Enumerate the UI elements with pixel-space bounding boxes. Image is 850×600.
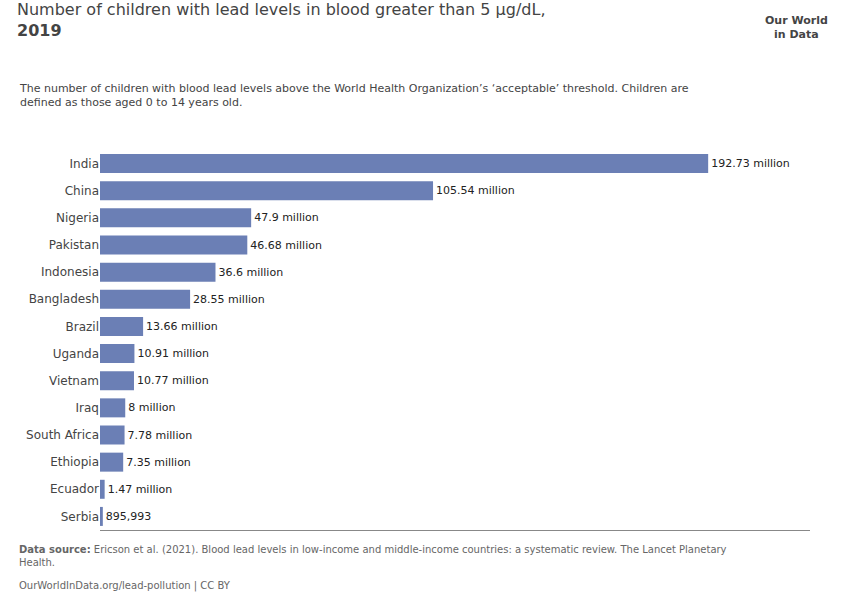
svg-text:36.6 million: 36.6 million: [218, 266, 283, 279]
svg-text:Data source: Ericson et al. (2: Data source: Ericson et al. (2021). Bloo…: [19, 544, 727, 568]
svg-text:Serbia: Serbia: [61, 510, 99, 524]
svg-text:10.77 million: 10.77 million: [137, 374, 209, 387]
svg-text:Brazil: Brazil: [66, 320, 100, 334]
svg-text:Iraq: Iraq: [76, 401, 99, 415]
svg-text:Nigeria: Nigeria: [56, 211, 99, 225]
svg-text:Ethiopia: Ethiopia: [50, 455, 99, 469]
svg-text:10.91 million: 10.91 million: [137, 347, 209, 360]
svg-text:1.47 million: 1.47 million: [108, 483, 173, 496]
svg-text:Indonesia: Indonesia: [41, 265, 99, 279]
svg-text:7.35 million: 7.35 million: [126, 456, 191, 469]
svg-text:192.73 million: 192.73 million: [711, 157, 790, 170]
svg-text:8 million: 8 million: [128, 401, 175, 414]
svg-text:47.9 million: 47.9 million: [254, 211, 319, 224]
svg-text:Bangladesh: Bangladesh: [29, 292, 99, 306]
svg-text:India: India: [70, 157, 99, 171]
svg-text:46.68 million: 46.68 million: [250, 239, 322, 252]
svg-text:Ecuador: Ecuador: [50, 482, 99, 496]
svg-text:28.55 million: 28.55 million: [193, 293, 265, 306]
svg-text:105.54 million: 105.54 million: [436, 184, 515, 197]
svg-text:Number of children with lead l: Number of children with lead levels in b…: [17, 0, 545, 40]
svg-text:7.78 million: 7.78 million: [128, 429, 193, 442]
svg-text:Pakistan: Pakistan: [49, 238, 99, 252]
svg-text:The number of children with bl: The number of children with blood lead l…: [19, 82, 689, 109]
svg-text:Our Worldin Data: Our Worldin Data: [765, 14, 828, 41]
svg-text:OurWorldInData.org/lead-pollut: OurWorldInData.org/lead-pollution | CC B…: [19, 580, 231, 592]
svg-text:895,993: 895,993: [106, 510, 152, 523]
svg-text:Vietnam: Vietnam: [49, 374, 99, 388]
svg-text:13.66 million: 13.66 million: [146, 320, 218, 333]
svg-text:Uganda: Uganda: [53, 347, 99, 361]
svg-text:South Africa: South Africa: [26, 428, 99, 442]
svg-text:China: China: [65, 184, 99, 198]
